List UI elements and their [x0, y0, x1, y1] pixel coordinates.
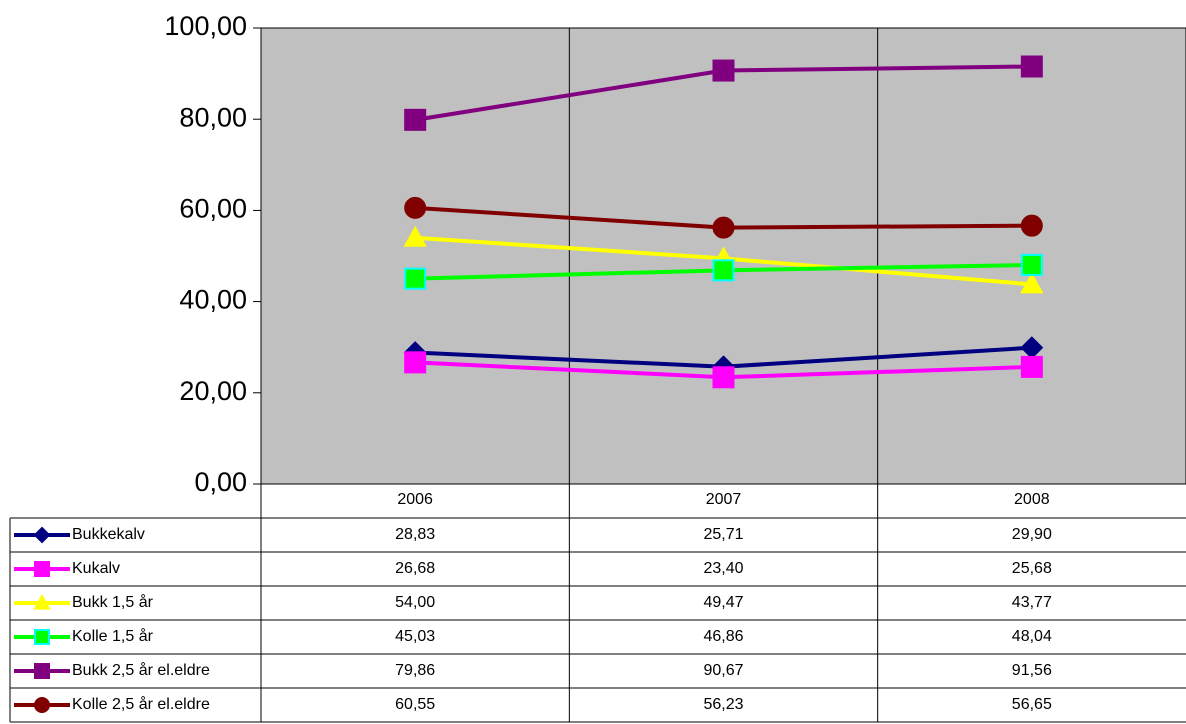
- y-tick-label: 60,00: [179, 194, 247, 224]
- legend-label: Kolle 1,5 år: [72, 627, 154, 645]
- table-value: 45,03: [395, 628, 435, 645]
- table-value: 26,68: [395, 560, 435, 577]
- table-value: 91,56: [1012, 662, 1052, 679]
- marker: [404, 351, 427, 374]
- legend-label: Kolle 2,5 år el.eldre: [72, 695, 210, 713]
- marker: [712, 259, 735, 282]
- table-value: 56,23: [703, 696, 743, 713]
- table-value: 28,83: [395, 526, 435, 543]
- table-value: 79,86: [395, 662, 435, 679]
- legend-marker: [34, 629, 50, 645]
- table-value: 46,86: [703, 628, 743, 645]
- legend-marker: [33, 526, 51, 544]
- marker: [1020, 272, 1044, 294]
- marker: [404, 196, 427, 219]
- marker: [1020, 214, 1043, 237]
- table-value: 43,77: [1012, 594, 1052, 611]
- marker: [1020, 253, 1043, 276]
- table-value: 48,04: [1012, 628, 1052, 645]
- y-tick-label: 0,00: [194, 467, 247, 497]
- legend-label: Kukalv: [72, 560, 120, 577]
- table-value: 56,65: [1012, 696, 1052, 713]
- marker: [712, 216, 735, 239]
- legend-label: Bukkekalv: [72, 526, 145, 543]
- table-value: 49,47: [703, 594, 743, 611]
- table-value: 29,90: [1012, 526, 1052, 543]
- marker: [404, 108, 427, 131]
- y-tick-label: 20,00: [179, 376, 247, 406]
- table-value: 90,67: [703, 662, 743, 679]
- table-value: 23,40: [703, 560, 743, 577]
- marker: [712, 59, 735, 82]
- marker: [1020, 55, 1043, 78]
- table-value: 25,71: [703, 526, 743, 543]
- y-tick-label: 40,00: [179, 285, 247, 315]
- legend-marker: [34, 697, 50, 713]
- x-tick-label: 2008: [1014, 491, 1050, 508]
- x-tick-label: 2007: [706, 491, 742, 508]
- x-tick-label: 2006: [397, 491, 433, 508]
- table-value: 60,55: [395, 696, 435, 713]
- table-value: 54,00: [395, 594, 435, 611]
- legend-label: Bukk 1,5 år: [72, 593, 154, 611]
- marker: [404, 267, 427, 290]
- marker: [712, 366, 735, 389]
- legend-label: Bukk 2,5 år el.eldre: [72, 661, 210, 679]
- y-tick-label: 80,00: [179, 102, 247, 132]
- legend-marker: [34, 663, 50, 679]
- y-tick-label: 100,00: [164, 11, 247, 41]
- legend-marker: [34, 561, 50, 577]
- marker: [403, 225, 427, 247]
- table-value: 25,68: [1012, 560, 1052, 577]
- legend-marker: [33, 593, 51, 610]
- marker: [1020, 355, 1043, 378]
